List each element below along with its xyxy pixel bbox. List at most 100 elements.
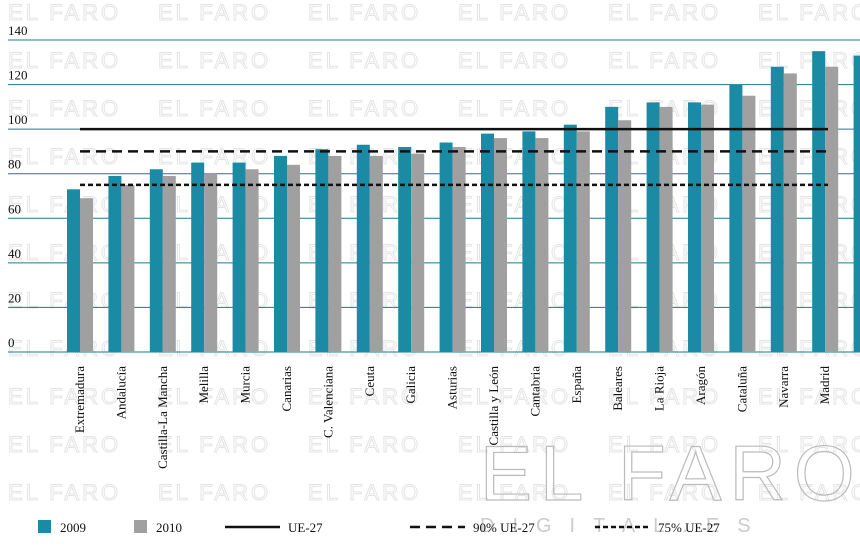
- watermark-text: EL FARO: [308, 432, 421, 457]
- bar: [481, 133, 494, 352]
- watermark-text: EL FARO: [458, 384, 571, 409]
- watermark-text: EL FARO: [758, 384, 860, 409]
- bar: [646, 102, 660, 353]
- bar: [688, 102, 701, 353]
- bar: [853, 55, 860, 352]
- watermark-text: EL FARO: [608, 48, 721, 73]
- bar: [369, 155, 383, 352]
- watermark-text: EL FARO: [758, 480, 860, 505]
- x-tick-label: Andalucía: [113, 366, 128, 420]
- x-tick-label: Ceuta: [362, 366, 377, 397]
- x-tick-label: La Rioja: [652, 366, 667, 411]
- bar: [245, 169, 259, 352]
- x-tick-label: C. Valenciana: [320, 366, 335, 438]
- watermark-text: EL FARO: [758, 432, 860, 457]
- watermark-text: EL FARO: [608, 432, 721, 457]
- bar: [439, 142, 453, 352]
- y-tick-label: 100: [8, 112, 28, 127]
- bar: [618, 120, 632, 352]
- watermark-text: EL FARO: [158, 480, 271, 505]
- watermark-text: EL FARO: [158, 144, 271, 169]
- y-tick-label: 140: [8, 23, 28, 38]
- watermark-text: EL FARO: [8, 336, 121, 361]
- x-tick-label: Galicia: [403, 366, 418, 404]
- watermark-text: EL FARO: [608, 480, 721, 505]
- bar: [825, 66, 839, 352]
- x-tick-label: Asturias: [445, 366, 460, 409]
- bar: [149, 169, 163, 352]
- legend-swatch: [38, 520, 51, 533]
- bar: [356, 144, 370, 352]
- bar: [742, 95, 756, 352]
- y-tick-label: 80: [8, 157, 21, 172]
- bar: [328, 155, 342, 352]
- watermark-text: EL FARO: [308, 96, 421, 121]
- x-tick-label: Madrid: [817, 366, 832, 405]
- watermark-text: EL FARO: [458, 240, 571, 265]
- x-tick-label: Melilla: [196, 366, 211, 404]
- watermark-text: EL FARO: [308, 0, 421, 25]
- bar: [67, 189, 80, 352]
- bar: [563, 124, 577, 352]
- bar: [232, 162, 246, 352]
- watermark-text: EL FARO: [8, 480, 121, 505]
- bar: [452, 146, 466, 352]
- watermark-text: EL FARO: [308, 480, 421, 505]
- bar: [191, 162, 205, 352]
- bar: [398, 146, 412, 352]
- x-tick-label: Extremadura: [72, 366, 87, 433]
- watermark-text: EL FARO: [308, 48, 421, 73]
- bar: [812, 51, 826, 353]
- watermark-text: EL FARO: [458, 0, 571, 25]
- y-tick-label: 20: [8, 290, 21, 305]
- watermark-text: EL FARO: [458, 192, 571, 217]
- watermark-text: EL FARO: [608, 384, 721, 409]
- x-tick-label: Murcia: [238, 366, 253, 404]
- watermark-text: EL FARO: [458, 144, 571, 169]
- legend-label: 2009: [60, 520, 86, 535]
- watermark-text: EL FARO: [158, 0, 271, 25]
- watermark-text: EL FARO: [8, 96, 121, 121]
- watermark-text: EL FARO: [158, 432, 271, 457]
- x-tick-label: Cantabria: [527, 366, 542, 417]
- bar: [108, 175, 122, 352]
- x-tick-label: Baleares: [610, 366, 625, 411]
- watermark-text: EL FARO: [458, 288, 571, 313]
- x-tick-label: España: [569, 366, 584, 404]
- x-tick-label: País Vasco: [859, 366, 860, 422]
- bar: [315, 149, 329, 352]
- watermark-text: EL FARO: [8, 240, 121, 265]
- watermark-text: EL FARO: [308, 384, 421, 409]
- watermark-text: EL FARO: [8, 0, 121, 25]
- bar: [522, 131, 536, 352]
- watermark-text: EL FARO: [458, 48, 571, 73]
- legend-swatch: [134, 520, 147, 533]
- watermark-text: EL FARO: [8, 432, 121, 457]
- y-tick-label: 60: [8, 201, 21, 216]
- bar: [729, 84, 743, 353]
- bar: [121, 184, 135, 352]
- bar: [411, 153, 425, 352]
- bar: [770, 66, 784, 352]
- bar: [605, 106, 619, 352]
- bar: [494, 138, 507, 352]
- watermark-text: EL FARO: [8, 384, 121, 409]
- bar: [535, 138, 549, 352]
- watermark-text: EL FARO: [458, 480, 571, 505]
- logo: EL FARO: [480, 429, 860, 517]
- watermark-text: EL FARO: [8, 192, 121, 217]
- watermark-text: EL FARO: [158, 384, 271, 409]
- legend-label: 75% UE-27: [658, 520, 720, 535]
- bar: [80, 198, 93, 352]
- bar: [659, 106, 673, 352]
- x-tick-label: Canarias: [279, 366, 294, 411]
- bar: [162, 175, 176, 352]
- watermark-text: EL FARO: [8, 48, 121, 73]
- x-tick-label: Aragón: [693, 366, 708, 405]
- bar: [204, 173, 218, 352]
- watermark-text: EL FARO: [758, 0, 860, 25]
- bar: [274, 155, 287, 352]
- watermark-text: EL FARO: [458, 96, 571, 121]
- x-tick-label: Navarra: [776, 366, 791, 408]
